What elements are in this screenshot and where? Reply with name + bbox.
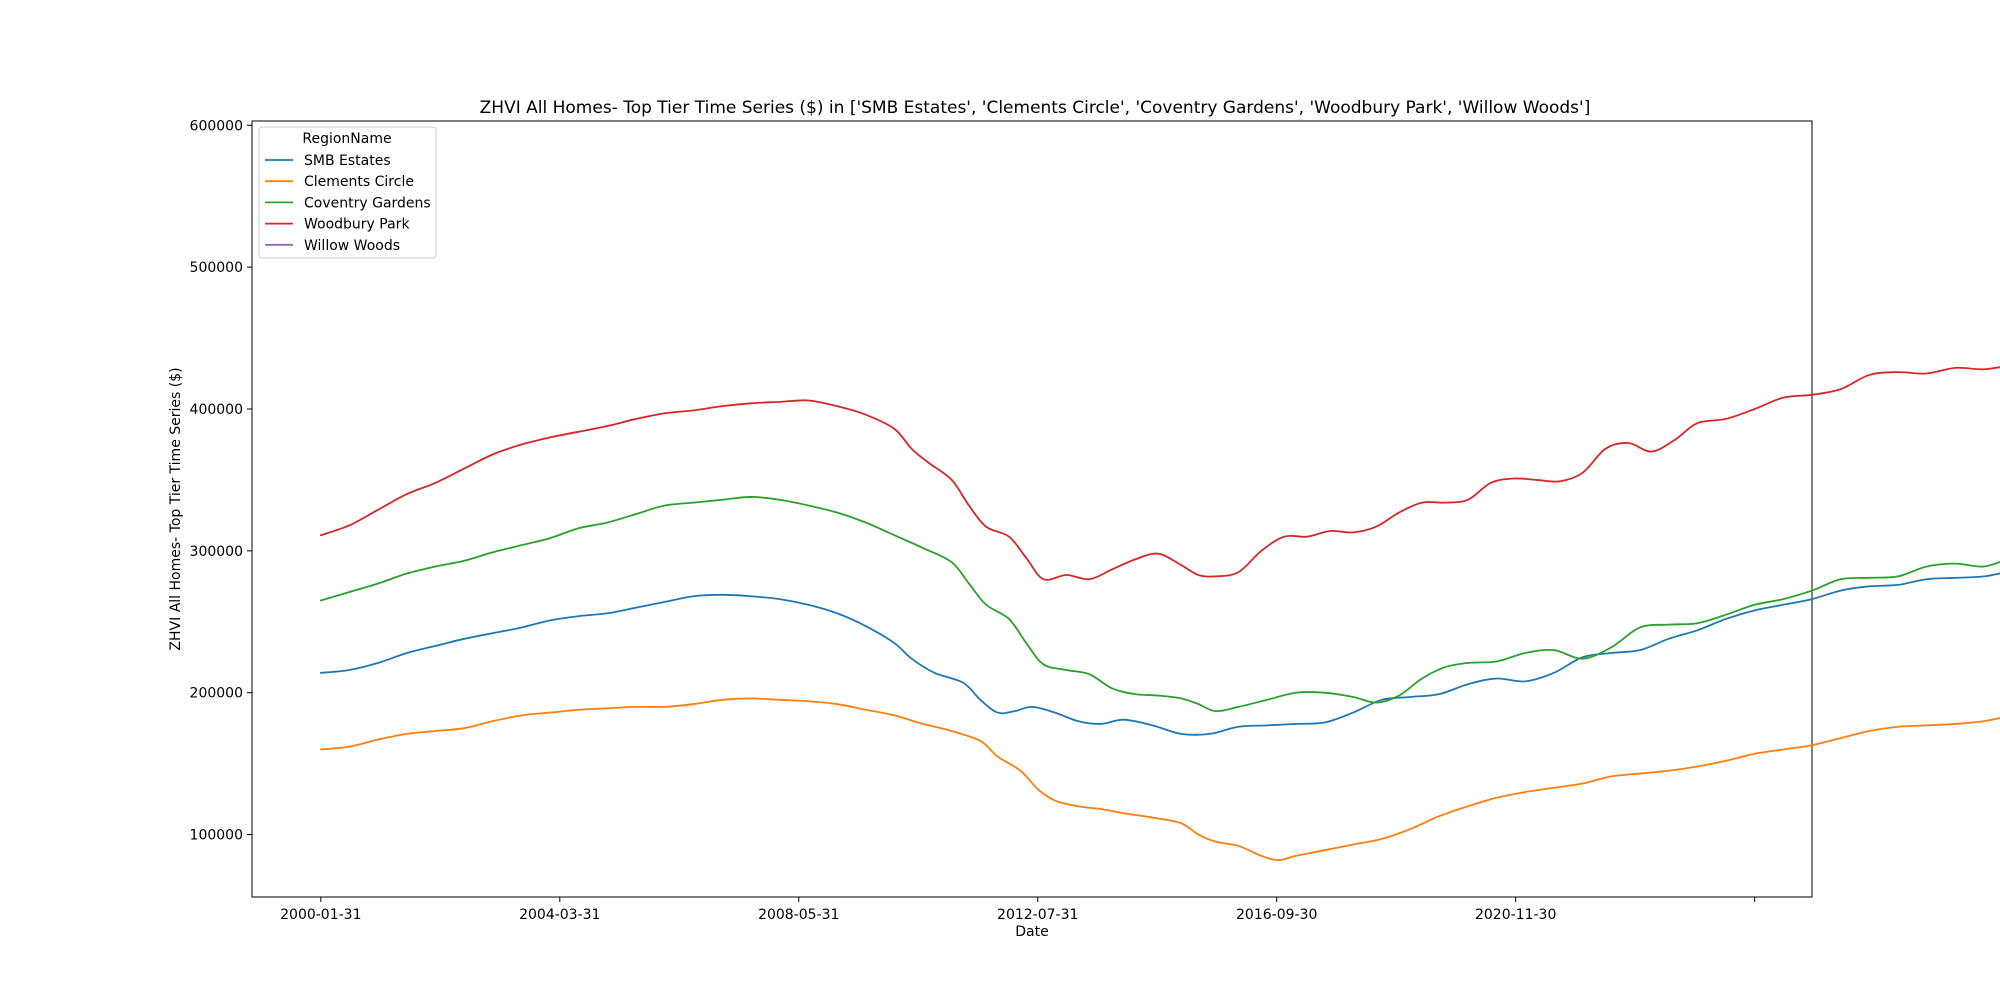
legend-title: RegionName — [302, 131, 391, 147]
y-tick-label: 500000 — [190, 260, 243, 276]
x-axis-label: Date — [1015, 924, 1048, 940]
x-tick-label: 2016-09-30 — [1236, 907, 1317, 923]
x-axis-ticks: 2000-01-31 2004-03-31 2008-05-31 2012-07-31… — [280, 897, 1756, 923]
legend-label: Coventry Gardens — [304, 195, 431, 211]
series-line-smb-estates — [319, 572, 2000, 736]
chart-title: ZHVI All Homes- Top Tier Time Series ($)… — [480, 98, 1591, 118]
legend-label: Clements Circle — [304, 174, 414, 190]
y-axis-ticks: 100000 200000 300000 400000 500000 600000 — [190, 118, 252, 844]
legend-label: Willow Woods — [304, 238, 400, 254]
legend-label: SMB Estates — [304, 153, 391, 169]
legend: RegionName SMB Estates Clements Circle Cov… — [258, 126, 437, 259]
x-tick-label: 2000-01-31 — [280, 907, 361, 923]
legend-items: SMB Estates Clements Circle Coventry Garde… — [265, 153, 431, 254]
series-line-woodbury-park — [319, 366, 2000, 581]
y-tick-label: 200000 — [190, 686, 243, 702]
series-line-coventry-gardens — [319, 496, 2000, 713]
series-lines — [319, 366, 2000, 862]
x-tick-label: 2012-07-31 — [997, 907, 1078, 923]
y-tick-label: 300000 — [190, 544, 243, 560]
y-tick-label: 600000 — [190, 118, 243, 134]
x-tick-label: 2020-11-30 — [1475, 907, 1556, 923]
legend-label: Woodbury Park — [304, 217, 410, 233]
series-line-clements-circle — [319, 697, 2000, 862]
y-axis-label: ZHVI All Homes- Top Tier Time Series ($) — [168, 367, 184, 650]
plot-area — [251, 120, 1813, 898]
y-tick-label: 100000 — [190, 828, 243, 844]
x-tick-label: 2008-05-31 — [758, 907, 839, 923]
x-tick-label: 2004-03-31 — [519, 907, 600, 923]
legend-box — [258, 126, 437, 259]
y-tick-label: 400000 — [190, 402, 243, 418]
